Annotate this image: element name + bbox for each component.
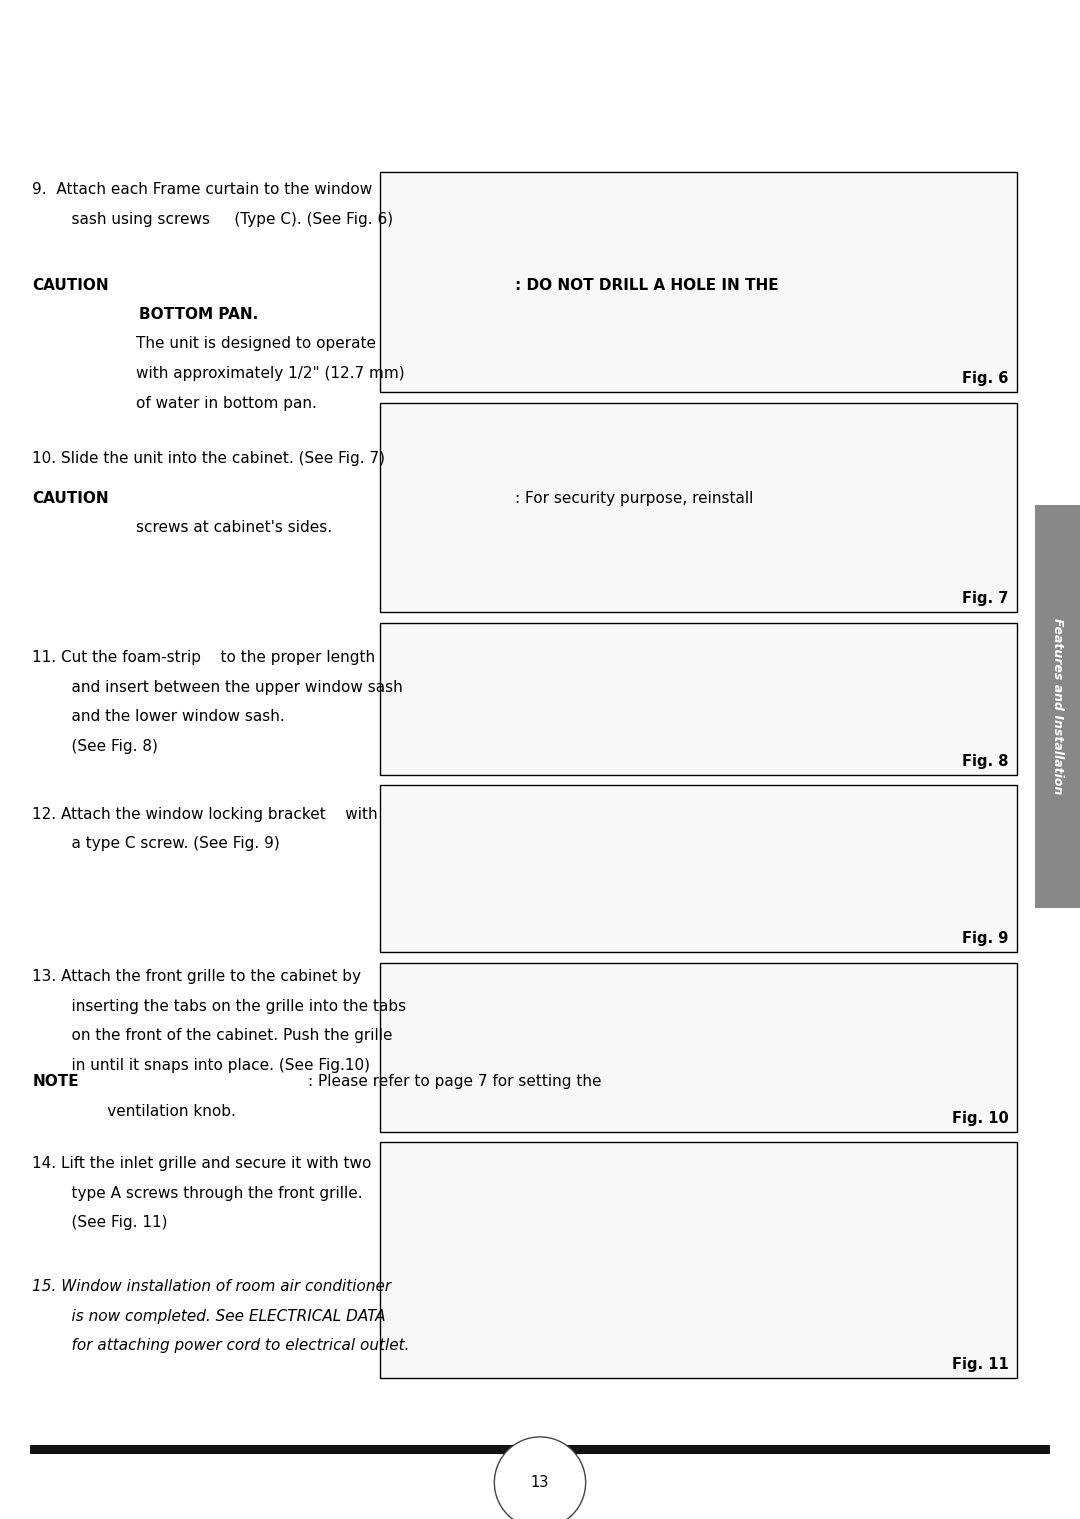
Bar (1035, 504, 1080, 908)
Text: The unit is designed to operate: The unit is designed to operate (97, 337, 376, 351)
Text: 10. Slide the unit into the cabinet. (See Fig. 7): 10. Slide the unit into the cabinet. (Se… (32, 451, 386, 466)
Text: : DO NOT DRILL A HOLE IN THE: : DO NOT DRILL A HOLE IN THE (515, 278, 779, 293)
Bar (380, 623, 1017, 775)
Text: Fig. 8: Fig. 8 (962, 753, 1009, 769)
Bar (380, 403, 1017, 612)
Text: is now completed. See ELECTRICAL DATA: is now completed. See ELECTRICAL DATA (52, 1308, 386, 1323)
Text: : Please refer to page 7 for setting the: : Please refer to page 7 for setting the (308, 1074, 602, 1089)
Text: 9.  Attach each Frame curtain to the window: 9. Attach each Frame curtain to the wind… (32, 182, 373, 197)
Text: in until it snaps into place. (See Fig.10): in until it snaps into place. (See Fig.1… (52, 1059, 369, 1072)
Text: on the front of the cabinet. Push the grille: on the front of the cabinet. Push the gr… (52, 1028, 392, 1044)
Text: sash using screws     (Type C). (See Fig. 6): sash using screws (Type C). (See Fig. 6) (52, 213, 393, 226)
Text: CAUTION: CAUTION (32, 278, 109, 293)
Text: 12. Attach the window locking bracket    with: 12. Attach the window locking bracket wi… (32, 807, 378, 822)
Text: type A screws through the front grille.: type A screws through the front grille. (52, 1185, 363, 1200)
Bar (380, 963, 1017, 1132)
Text: inserting the tabs on the grille into the tabs: inserting the tabs on the grille into th… (52, 1000, 406, 1013)
Text: CAUTION: CAUTION (32, 491, 109, 506)
Text: Features and Installation: Features and Installation (1051, 618, 1064, 794)
Text: ventilation knob.: ventilation knob. (78, 1103, 235, 1118)
Text: : For security purpose, reinstall: : For security purpose, reinstall (515, 491, 753, 506)
Text: Fig. 7: Fig. 7 (962, 591, 1009, 606)
Text: for attaching power cord to electrical outlet.: for attaching power cord to electrical o… (52, 1338, 409, 1353)
Text: (See Fig. 8): (See Fig. 8) (52, 738, 158, 753)
Text: Fig. 10: Fig. 10 (951, 1110, 1009, 1126)
Text: 13: 13 (530, 1475, 550, 1490)
Text: 14. Lift the inlet grille and secure it with two: 14. Lift the inlet grille and secure it … (32, 1156, 372, 1171)
Bar (380, 785, 1017, 952)
Text: a type C screw. (See Fig. 9): a type C screw. (See Fig. 9) (52, 835, 280, 851)
Text: 15. Window installation of room air conditioner: 15. Window installation of room air cond… (32, 1279, 392, 1294)
Text: and insert between the upper window sash: and insert between the upper window sash (52, 679, 403, 694)
Text: Fig. 9: Fig. 9 (962, 931, 1009, 946)
Text: with approximately 1/2" (12.7 mm): with approximately 1/2" (12.7 mm) (97, 366, 405, 381)
Text: NOTE: NOTE (32, 1074, 79, 1089)
Text: (See Fig. 11): (See Fig. 11) (52, 1215, 167, 1230)
Text: Fig. 6: Fig. 6 (962, 371, 1009, 386)
Text: BOTTOM PAN.: BOTTOM PAN. (97, 307, 258, 322)
Text: of water in bottom pan.: of water in bottom pan. (97, 395, 318, 410)
Text: 13. Attach the front grille to the cabinet by: 13. Attach the front grille to the cabin… (32, 969, 362, 984)
Bar (380, 1142, 1017, 1378)
Bar (380, 172, 1017, 392)
Bar (30, 1446, 1050, 1455)
Text: screws at cabinet's sides.: screws at cabinet's sides. (97, 519, 333, 535)
Text: and the lower window sash.: and the lower window sash. (52, 709, 285, 725)
Text: Fig. 11: Fig. 11 (951, 1356, 1009, 1372)
Text: 11. Cut the foam-strip    to the proper length: 11. Cut the foam-strip to the proper len… (32, 650, 376, 665)
